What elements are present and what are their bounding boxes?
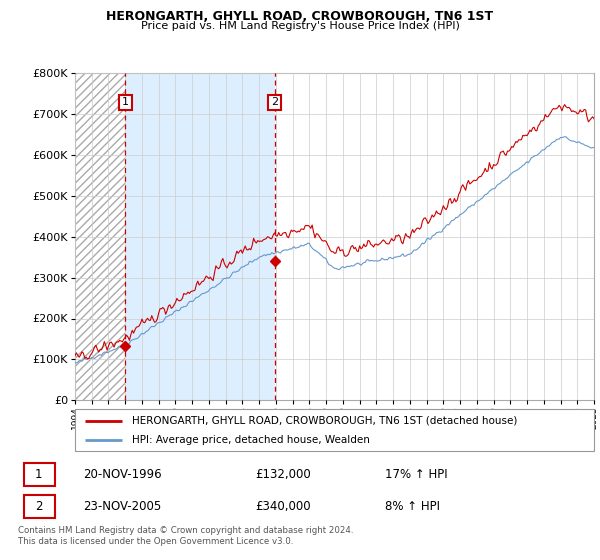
Text: £132,000: £132,000 — [255, 468, 311, 481]
Text: HPI: Average price, detached house, Wealden: HPI: Average price, detached house, Weal… — [132, 435, 370, 445]
Text: HERONGARTH, GHYLL ROAD, CROWBOROUGH, TN6 1ST: HERONGARTH, GHYLL ROAD, CROWBOROUGH, TN6… — [106, 10, 494, 23]
Text: 8% ↑ HPI: 8% ↑ HPI — [385, 500, 440, 513]
Text: 17% ↑ HPI: 17% ↑ HPI — [385, 468, 447, 481]
Text: 1: 1 — [122, 97, 129, 108]
FancyBboxPatch shape — [23, 495, 55, 518]
Text: 23-NOV-2005: 23-NOV-2005 — [83, 500, 161, 513]
Text: 1: 1 — [35, 468, 43, 481]
Bar — [125, 73, 275, 400]
Text: £340,000: £340,000 — [255, 500, 311, 513]
Text: 20-NOV-1996: 20-NOV-1996 — [83, 468, 161, 481]
FancyBboxPatch shape — [23, 463, 55, 486]
Text: HERONGARTH, GHYLL ROAD, CROWBOROUGH, TN6 1ST (detached house): HERONGARTH, GHYLL ROAD, CROWBOROUGH, TN6… — [132, 416, 517, 426]
Text: Price paid vs. HM Land Registry's House Price Index (HPI): Price paid vs. HM Land Registry's House … — [140, 21, 460, 31]
Text: 2: 2 — [35, 500, 43, 513]
FancyBboxPatch shape — [75, 409, 594, 451]
Text: Contains HM Land Registry data © Crown copyright and database right 2024.
This d: Contains HM Land Registry data © Crown c… — [18, 526, 353, 546]
Text: 2: 2 — [271, 97, 278, 108]
